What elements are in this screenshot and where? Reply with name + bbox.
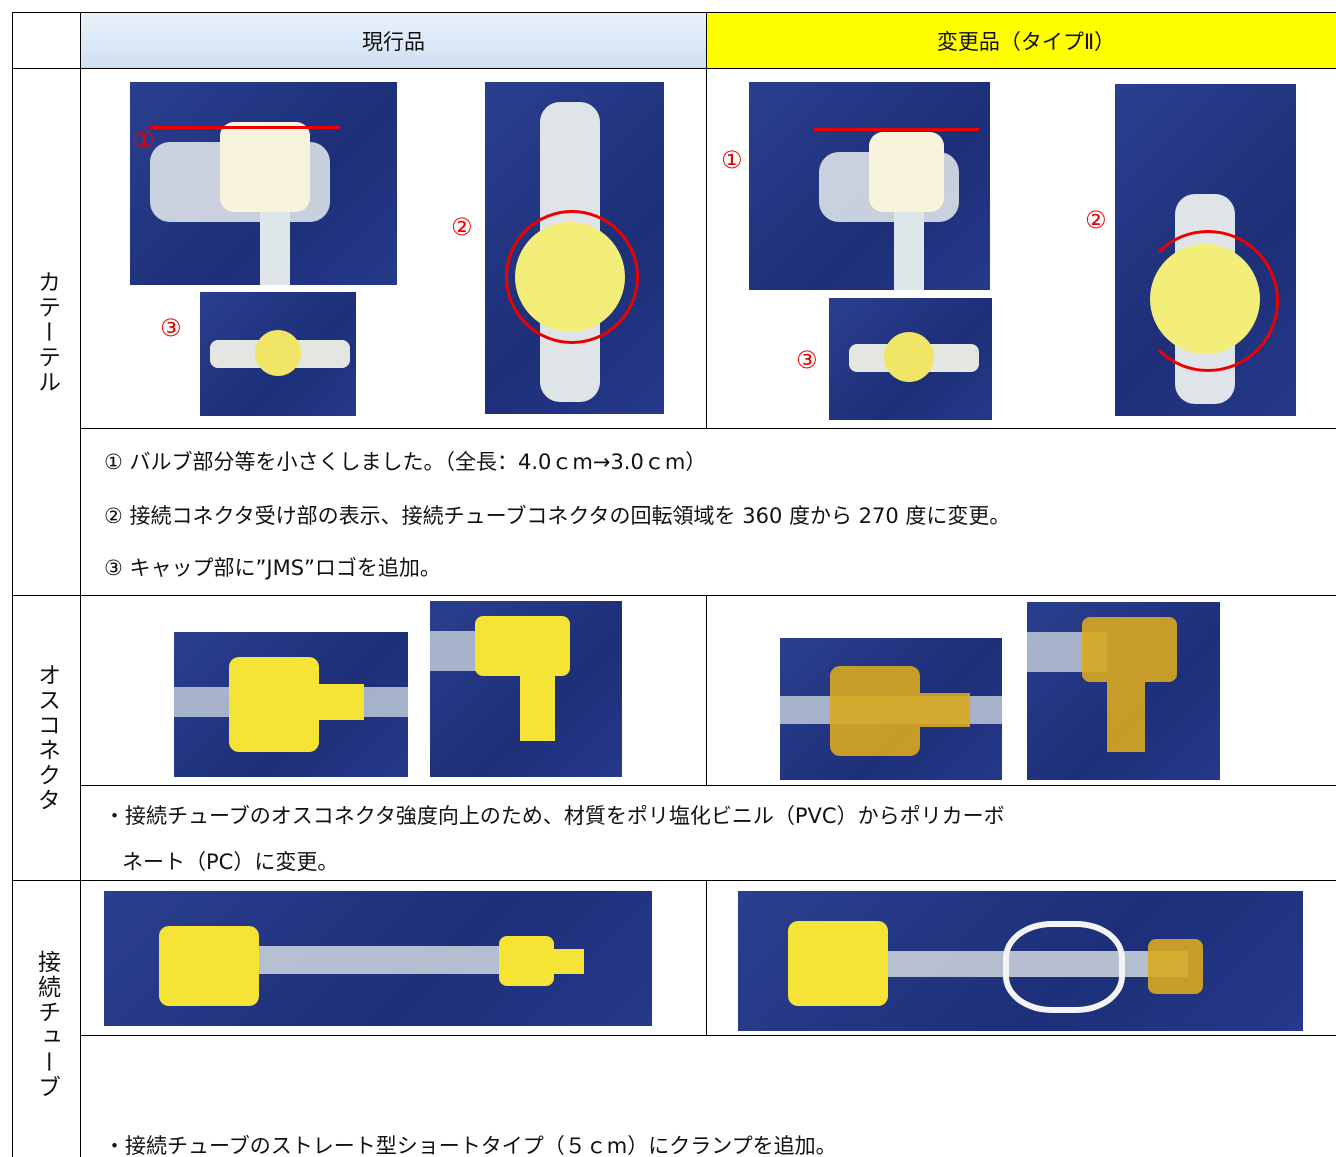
marker: ② — [1085, 206, 1107, 234]
marker: ① — [721, 146, 743, 174]
row-label-text: オスコネクタ — [33, 663, 60, 813]
note-line: ② 接続コネクタ受け部の表示、接続チューブコネクタの回転領域を 360 度から … — [104, 504, 1011, 528]
row-label: 接続チューブ — [12, 880, 81, 1157]
note-line: ・接続チューブのストレート型ショートタイプ（５ｃm）にクランプを追加。 — [104, 1134, 837, 1157]
note-cell — [80, 1035, 1336, 1157]
photo — [174, 632, 408, 777]
marker: ③ — [160, 314, 182, 342]
header-changed: 変更品（タイプⅡ） — [706, 12, 1336, 69]
row-label-text: 接続チューブ — [33, 950, 60, 1100]
photo — [780, 638, 1002, 780]
note-line: ③ キャップ部に”JMS”ロゴを追加。 — [104, 556, 441, 580]
photo — [829, 298, 992, 420]
marker: ② — [451, 213, 473, 241]
header-text: 現行品 — [362, 29, 425, 54]
photo — [130, 82, 397, 285]
photo — [200, 292, 356, 416]
photo — [749, 82, 990, 290]
row-label-text: カテーテル — [33, 269, 60, 395]
row-label: オスコネクタ — [12, 595, 81, 881]
photo — [104, 891, 652, 1026]
header-blank — [12, 12, 81, 69]
photo — [738, 891, 1303, 1031]
photo — [1115, 84, 1296, 416]
photo — [485, 82, 664, 414]
photo — [430, 601, 622, 777]
marker: ① — [133, 126, 155, 154]
note-line: ① バルブ部分等を小さくしました。（全長：4.0ｃm→3.0ｃm） — [104, 450, 707, 474]
marker: ③ — [796, 346, 818, 374]
header-text: 変更品（タイプⅡ） — [936, 29, 1116, 54]
photo — [1027, 602, 1220, 780]
header-current: 現行品 — [80, 12, 707, 69]
note-line: ・接続チューブのオスコネクタ強度向上のため、材質をポリ塩化ビニル（PVC）からポ… — [104, 804, 1005, 828]
row-label: カテーテル — [12, 68, 81, 596]
note-line: ネート（PC）に変更。 — [122, 850, 339, 874]
